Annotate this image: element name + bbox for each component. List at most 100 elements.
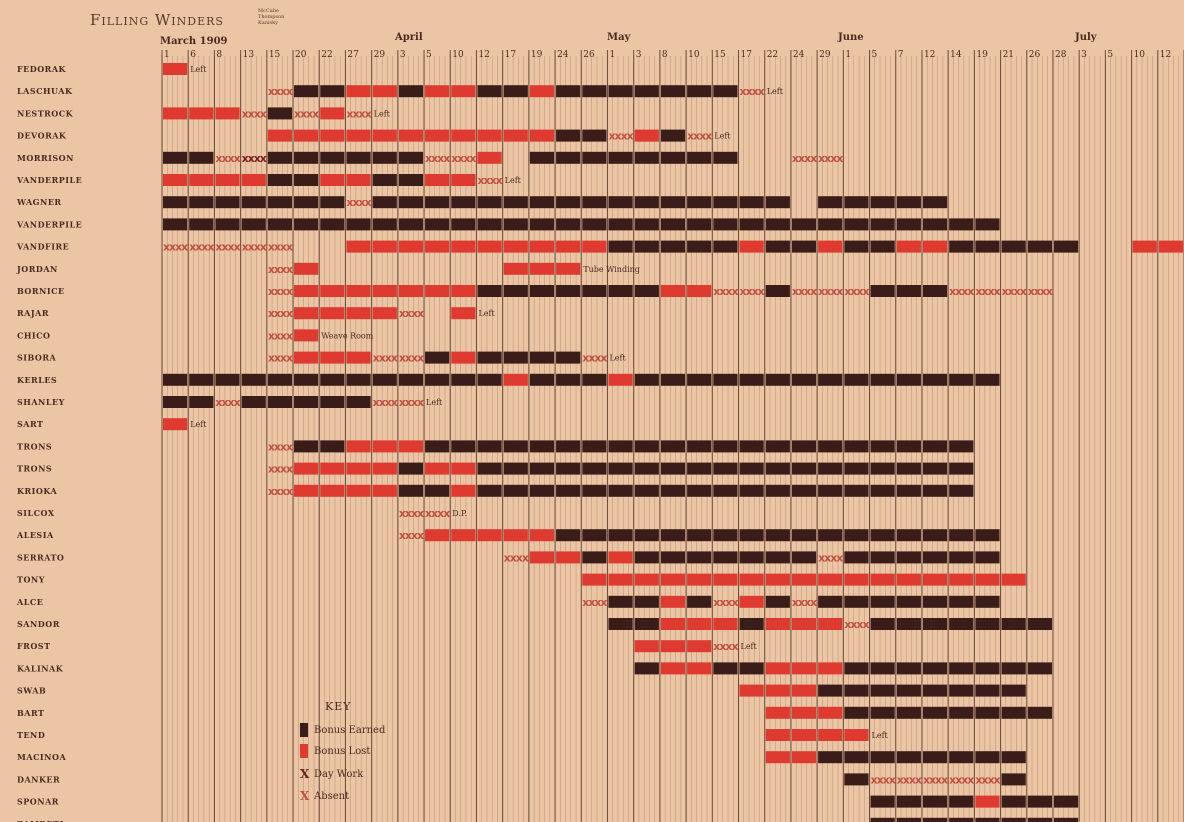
absent-mark: x [496, 174, 503, 187]
bonus-earned-bar [608, 618, 632, 630]
bonus-earned-bar [477, 218, 501, 230]
bonus-earned-bar [975, 596, 999, 608]
bonus-earned-bar [687, 529, 711, 541]
bonus-earned-bar [871, 463, 895, 475]
bonus-earned-bar [975, 818, 999, 822]
lost-swatch [300, 744, 308, 758]
day-tick-label: 15 [269, 50, 281, 60]
bonus-lost-bar [608, 574, 632, 586]
bonus-earned-bar [1002, 662, 1026, 674]
bonus-earned-bar [975, 218, 999, 230]
worker-name: RAJAR [17, 308, 49, 318]
absent-mark: x [286, 307, 293, 320]
bonus-earned-bar [399, 196, 423, 208]
bonus-earned-bar [608, 485, 632, 497]
worker-name: ALCE [16, 597, 43, 607]
bonus-lost-bar [294, 285, 318, 297]
bonus-earned-bar [504, 196, 528, 208]
bonus-earned-bar [687, 196, 711, 208]
absent-mark: x [731, 596, 738, 609]
bonus-earned-bar [504, 218, 528, 230]
bonus-earned-bar [687, 85, 711, 97]
bonus-lost-bar [504, 241, 528, 253]
bonus-lost-bar [740, 596, 764, 608]
bonus-earned-bar [504, 463, 528, 475]
bonus-lost-bar [294, 263, 318, 275]
absent-mark: x [365, 196, 372, 209]
bonus-earned-bar [923, 440, 947, 452]
bonus-earned-bar [215, 218, 239, 230]
bonus-earned-bar [425, 218, 449, 230]
bonus-lost-bar [477, 529, 501, 541]
bonus-earned-bar [766, 529, 790, 541]
bonus-lost-bar [608, 374, 632, 386]
bonus-lost-bar [766, 618, 790, 630]
bonus-lost-bar [451, 485, 475, 497]
worker-note: Left [426, 398, 443, 407]
bonus-earned-bar [635, 152, 659, 164]
daywork-x-icon: X [300, 767, 308, 781]
bonus-earned-bar [1028, 796, 1052, 808]
bonus-lost-bar [215, 174, 239, 186]
bonus-earned-bar [687, 485, 711, 497]
bonus-lost-bar [373, 85, 397, 97]
bonus-lost-bar [294, 463, 318, 475]
bonus-lost-bar [897, 241, 921, 253]
bonus-earned-bar [1054, 818, 1078, 822]
bonus-earned-bar [504, 485, 528, 497]
bonus-earned-bar [163, 196, 187, 208]
bonus-earned-bar [897, 796, 921, 808]
bonus-lost-bar [818, 729, 842, 741]
bonus-earned-bar [294, 174, 318, 186]
worker-name: TEND [17, 730, 45, 740]
bonus-earned-bar [687, 596, 711, 608]
bonus-earned-bar [687, 463, 711, 475]
bonus-earned-bar [949, 485, 973, 497]
bonus-earned-bar [320, 85, 344, 97]
day-tick-label: 5 [872, 50, 878, 60]
bonus-lost-bar [294, 329, 318, 341]
absent-mark: x [915, 773, 922, 786]
bonus-earned-bar [504, 285, 528, 297]
bonus-lost-bar [320, 352, 344, 364]
month-label: March 1909 [160, 36, 228, 47]
bonus-lost-bar [635, 130, 659, 142]
bonus-earned-bar [766, 374, 790, 386]
worker-name: WAGNER [16, 197, 62, 207]
bonus-lost-bar [635, 640, 659, 652]
absent-mark: x [862, 285, 869, 298]
bonus-earned-bar [818, 751, 842, 763]
bonus-lost-bar [425, 285, 449, 297]
bonus-lost-bar [713, 574, 737, 586]
bonus-earned-bar [687, 218, 711, 230]
bonus-lost-bar [346, 241, 370, 253]
bonus-earned-bar [530, 196, 554, 208]
bonus-lost-bar [399, 241, 423, 253]
bonus-earned-bar [399, 85, 423, 97]
worker-name: CHICO [17, 330, 51, 340]
bonus-earned-bar [871, 818, 895, 822]
bonus-lost-bar [294, 307, 318, 319]
absent-mark: x [417, 396, 424, 409]
day-tick-label: 3 [1081, 50, 1087, 60]
bonus-earned-bar [975, 751, 999, 763]
bonus-earned-bar [530, 152, 554, 164]
bonus-earned-bar [897, 707, 921, 719]
bonus-earned-bar [897, 618, 921, 630]
bonus-lost-bar [320, 285, 344, 297]
absent-mark: x [889, 773, 896, 786]
bonus-earned-bar [189, 374, 213, 386]
worker-name: SANDOR [17, 619, 60, 629]
absent-mark: x [286, 352, 293, 365]
bonus-earned-bar [713, 152, 737, 164]
bonus-lost-bar [687, 640, 711, 652]
bonus-earned-bar [923, 218, 947, 230]
bonus-earned-bar [661, 374, 685, 386]
bonus-earned-bar [975, 618, 999, 630]
bonus-lost-bar [530, 130, 554, 142]
bonus-earned-bar [897, 196, 921, 208]
bonus-earned-bar [530, 285, 554, 297]
bonus-earned-bar [923, 463, 947, 475]
bonus-earned-bar [792, 218, 816, 230]
bonus-earned-bar [320, 196, 344, 208]
